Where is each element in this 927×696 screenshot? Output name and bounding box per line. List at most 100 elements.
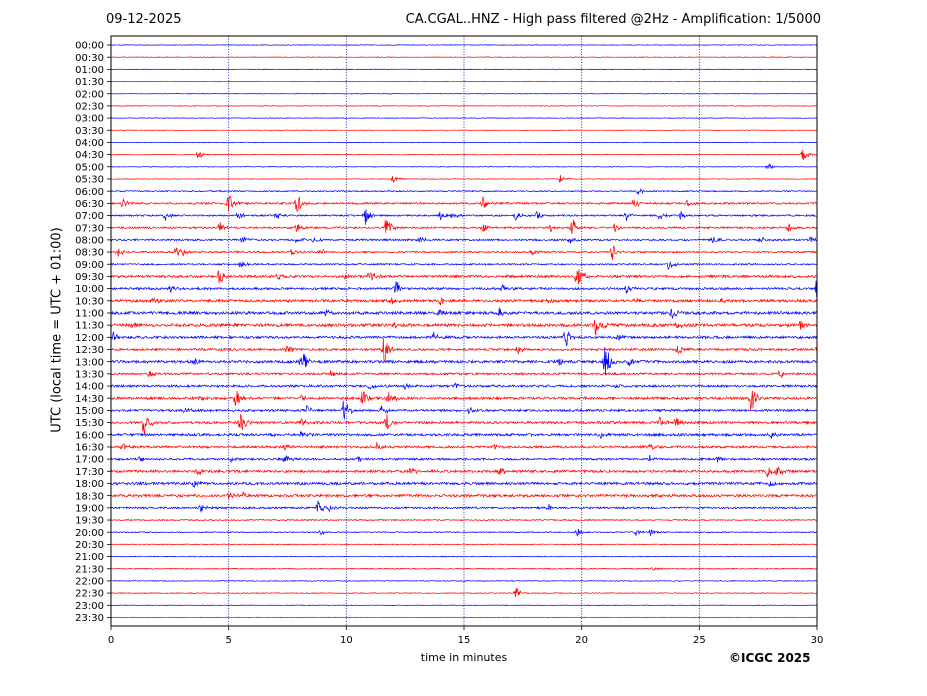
y-tick-label: 09:00 [75, 260, 104, 271]
trace-row-1400 [110, 382, 817, 391]
y-tick-label: 06:30 [75, 199, 104, 210]
y-tick-label: 13:30 [75, 369, 104, 380]
y-tick-label: 02:00 [75, 89, 104, 100]
trace-row-2330 [110, 616, 817, 619]
x-tick-label: 25 [693, 635, 706, 646]
x-tick-label: 10 [340, 635, 353, 646]
y-tick-label: 18:30 [75, 491, 104, 502]
trace-row-1530 [110, 413, 817, 435]
y-tick-label: 20:00 [75, 528, 104, 539]
trace-row-1500 [110, 400, 817, 420]
trace-row-0800 [110, 236, 817, 244]
y-tick-label: 04:00 [75, 138, 104, 149]
trace-row-1900 [110, 500, 817, 513]
trace-row-2200 [110, 579, 817, 582]
trace-row-1630 [110, 442, 817, 451]
y-tick-label: 09:30 [75, 272, 104, 283]
y-tick-label: 18:00 [75, 479, 104, 490]
trace-row-1230 [110, 338, 817, 363]
y-tick-label: 22:00 [75, 577, 104, 588]
y-tick-label: 17:00 [75, 455, 104, 466]
trace-row-1800 [110, 480, 817, 488]
trace-row-0730 [110, 219, 817, 235]
y-tick-label: 07:30 [75, 223, 104, 234]
x-tick-label: 15 [458, 635, 471, 646]
y-tick-label: 12:30 [75, 345, 104, 356]
y-tick-label: 01:30 [75, 77, 104, 88]
y-tick-label: 16:00 [75, 430, 104, 441]
y-tick-label: 15:00 [75, 406, 104, 417]
y-tick-label: 08:30 [75, 248, 104, 259]
chart-date: 09-12-2025 [106, 12, 182, 27]
x-tick-label: 0 [108, 635, 114, 646]
y-tick-label: 03:30 [75, 126, 104, 137]
y-tick-label: 21:00 [75, 552, 104, 563]
trace-row-0130 [110, 80, 817, 83]
y-tick-label: 23:30 [75, 613, 104, 624]
y-axis-label: UTC (local time = UTC + 01:00) [49, 227, 65, 433]
x-tick-label: 20 [575, 635, 588, 646]
trace-row-1930 [110, 518, 817, 522]
trace-row-1600 [110, 431, 817, 439]
y-tick-label: 06:00 [75, 187, 104, 198]
trace-row-0930 [110, 269, 817, 285]
trace-row-1330 [110, 370, 817, 379]
trace-row-1100 [110, 307, 817, 320]
trace-row-1700 [110, 454, 817, 463]
y-tick-label: 10:00 [75, 284, 104, 295]
y-tick-label: 15:30 [75, 418, 104, 429]
chart-title: CA.CGAL..HNZ - High pass filtered @2Hz -… [405, 12, 821, 27]
trace-row-1430 [110, 390, 817, 411]
trace-row-1300 [110, 347, 817, 376]
y-tick-label: 12:00 [75, 333, 104, 344]
x-axis-label: time in minutes [420, 651, 508, 664]
y-tick-label: 04:30 [75, 150, 104, 161]
y-tick-label: 07:00 [75, 211, 104, 222]
trace-row-1830 [110, 491, 817, 499]
trace-row-0830 [110, 244, 817, 260]
trace-row-2300 [110, 604, 817, 607]
y-tick-label: 17:30 [75, 467, 104, 478]
trace-row-1130 [110, 319, 817, 336]
y-tick-label: 01:00 [75, 65, 104, 76]
y-tick-label: 05:00 [75, 162, 104, 173]
grid-lines [228, 36, 700, 626]
trace-row-2000 [110, 528, 817, 537]
y-tick-label: 14:00 [75, 382, 104, 393]
y-tick-label: 05:30 [75, 175, 104, 186]
y-tick-label: 22:30 [75, 589, 104, 600]
copyright-label: ©ICGC 2025 [729, 651, 811, 665]
y-tick-label: 02:30 [75, 102, 104, 113]
y-tick-label: 00:00 [75, 41, 104, 52]
y-tick-label: 20:30 [75, 540, 104, 551]
y-tick-label: 08:00 [75, 235, 104, 246]
y-tick-label: 21:30 [75, 564, 104, 575]
y-tick-label: 16:30 [75, 443, 104, 454]
trace-row-2100 [110, 555, 817, 558]
trace-row-0630 [110, 195, 817, 212]
y-tick-label: 14:30 [75, 394, 104, 405]
trace-row-0300 [110, 117, 817, 119]
trace-row-0100 [110, 68, 817, 71]
trace-row-1030 [110, 297, 817, 306]
y-tick-label: 11:00 [75, 309, 104, 320]
trace-row-1730 [110, 466, 817, 478]
trace-row-0200 [110, 92, 817, 95]
y-tick-label: 10:30 [75, 296, 104, 307]
trace-row-0330 [111, 129, 817, 132]
trace-row-0030 [110, 56, 817, 58]
trace-row-0530 [110, 175, 817, 184]
trace-row-0000 [110, 44, 817, 46]
trace-row-0900 [110, 261, 817, 270]
y-tick-label: 19:00 [75, 503, 104, 514]
trace-row-0430 [110, 149, 817, 160]
trace-row-2030 [110, 543, 817, 546]
y-tick-label: 13:00 [75, 357, 104, 368]
x-tick-label: 30 [811, 635, 824, 646]
trace-row-0500 [111, 163, 817, 170]
trace-row-2230 [110, 587, 817, 598]
trace-row-0700 [110, 209, 817, 225]
trace-row-1000 [110, 280, 817, 298]
